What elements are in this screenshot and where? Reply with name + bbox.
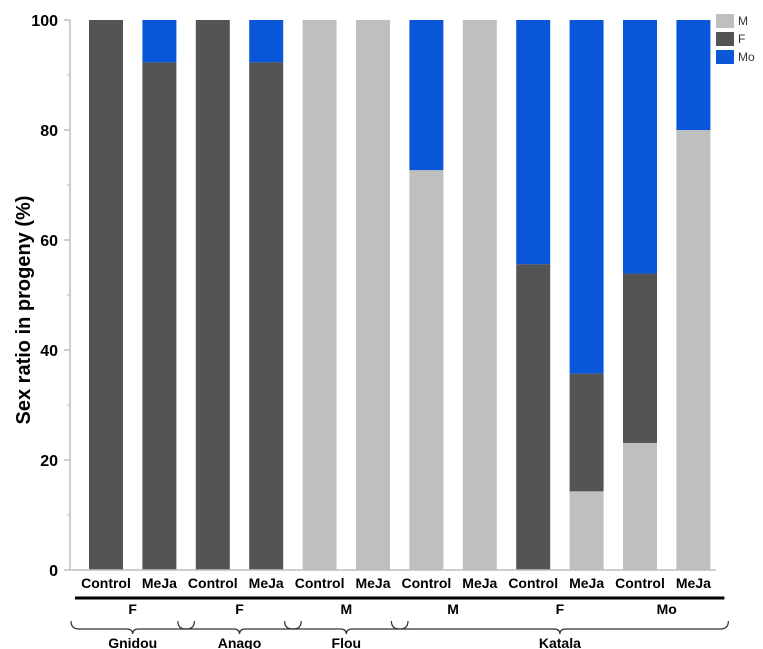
y-tick-label: 60 <box>40 233 58 250</box>
lineage-bracket <box>390 620 729 635</box>
bar-segment-mo-8 <box>516 20 551 265</box>
bar-segment-m-10 <box>623 442 657 570</box>
lineage-bracket <box>284 620 409 635</box>
group-brackets: F F M M F Mo Gnidou Anago Flou Katala <box>70 596 729 649</box>
bar-segment-mo-3 <box>249 20 284 63</box>
x-category-label: MeJa <box>462 575 497 591</box>
legend-label-f: F <box>738 32 745 46</box>
bar-segment-f-3 <box>249 62 284 570</box>
lineage-label: Anago <box>218 635 262 649</box>
lineage-label: Gnidou <box>108 635 157 649</box>
y-tick-label: 80 <box>40 123 58 140</box>
bar-segment-f-9 <box>569 373 604 492</box>
sex-group-label: Mo <box>657 601 677 617</box>
sex-group-label: M <box>340 601 352 617</box>
x-category-label: Control <box>295 575 345 591</box>
legend-label-m: M <box>738 14 748 28</box>
x-category-label: MeJa <box>676 575 711 591</box>
bar-segment-f-1 <box>142 62 177 570</box>
bar-segment-m-11 <box>676 130 711 570</box>
y-tick-label: 20 <box>40 453 58 470</box>
bars-layer <box>89 20 711 570</box>
x-category-label: Control <box>188 575 238 591</box>
bar-segment-mo-6 <box>409 20 444 171</box>
x-category-label: Control <box>508 575 558 591</box>
x-category-label: MeJa <box>249 575 284 591</box>
lineage-bracket <box>70 620 195 635</box>
bar-segment-mo-1 <box>142 20 177 63</box>
legend-swatch-f <box>716 32 734 46</box>
bar-segment-f-10 <box>623 273 657 443</box>
sex-group-label: M <box>447 601 459 617</box>
bar-segment-mo-9 <box>569 20 604 374</box>
sex-group-label: F <box>556 601 565 617</box>
bar-segment-m-7 <box>462 20 497 570</box>
bar-segment-mo-10 <box>623 20 657 274</box>
y-tick-label: 40 <box>40 343 58 360</box>
sex-group-label: F <box>128 601 137 617</box>
bar-segment-m-4 <box>302 20 337 570</box>
y-axis-label: Sex ratio in progeny (%) <box>13 196 35 425</box>
x-category-label: MeJa <box>142 575 177 591</box>
sex-group-label: F <box>235 601 244 617</box>
bar-segment-f-0 <box>89 20 123 570</box>
x-category-label: MeJa <box>569 575 604 591</box>
bar-segment-m-6 <box>409 170 444 570</box>
x-category-label: Control <box>402 575 452 591</box>
y-tick-label: 0 <box>49 563 58 580</box>
bar-segment-m-5 <box>356 20 390 570</box>
y-tick-label: 100 <box>31 13 58 30</box>
legend: MF Mo <box>716 14 755 64</box>
lineage-label: Katala <box>539 635 581 649</box>
bar-segment-f-2 <box>195 20 230 570</box>
lineage-bracket <box>177 620 302 635</box>
lineage-label: Flou <box>332 635 362 649</box>
axes-layer: 0 20 40 60 80 100 Control MeJa Control MeJa Contro… <box>31 13 716 591</box>
bar-segment-m-9 <box>569 491 604 570</box>
x-category-label: Control <box>81 575 131 591</box>
legend-label-mo: Mo <box>738 50 755 64</box>
legend-swatch-mo <box>716 50 734 64</box>
legend-swatch-m <box>716 14 734 28</box>
x-category-label: Control <box>615 575 665 591</box>
x-category-label: MeJa <box>355 575 390 591</box>
bar-segment-f-8 <box>516 264 551 570</box>
bar-segment-mo-11 <box>676 20 711 130</box>
